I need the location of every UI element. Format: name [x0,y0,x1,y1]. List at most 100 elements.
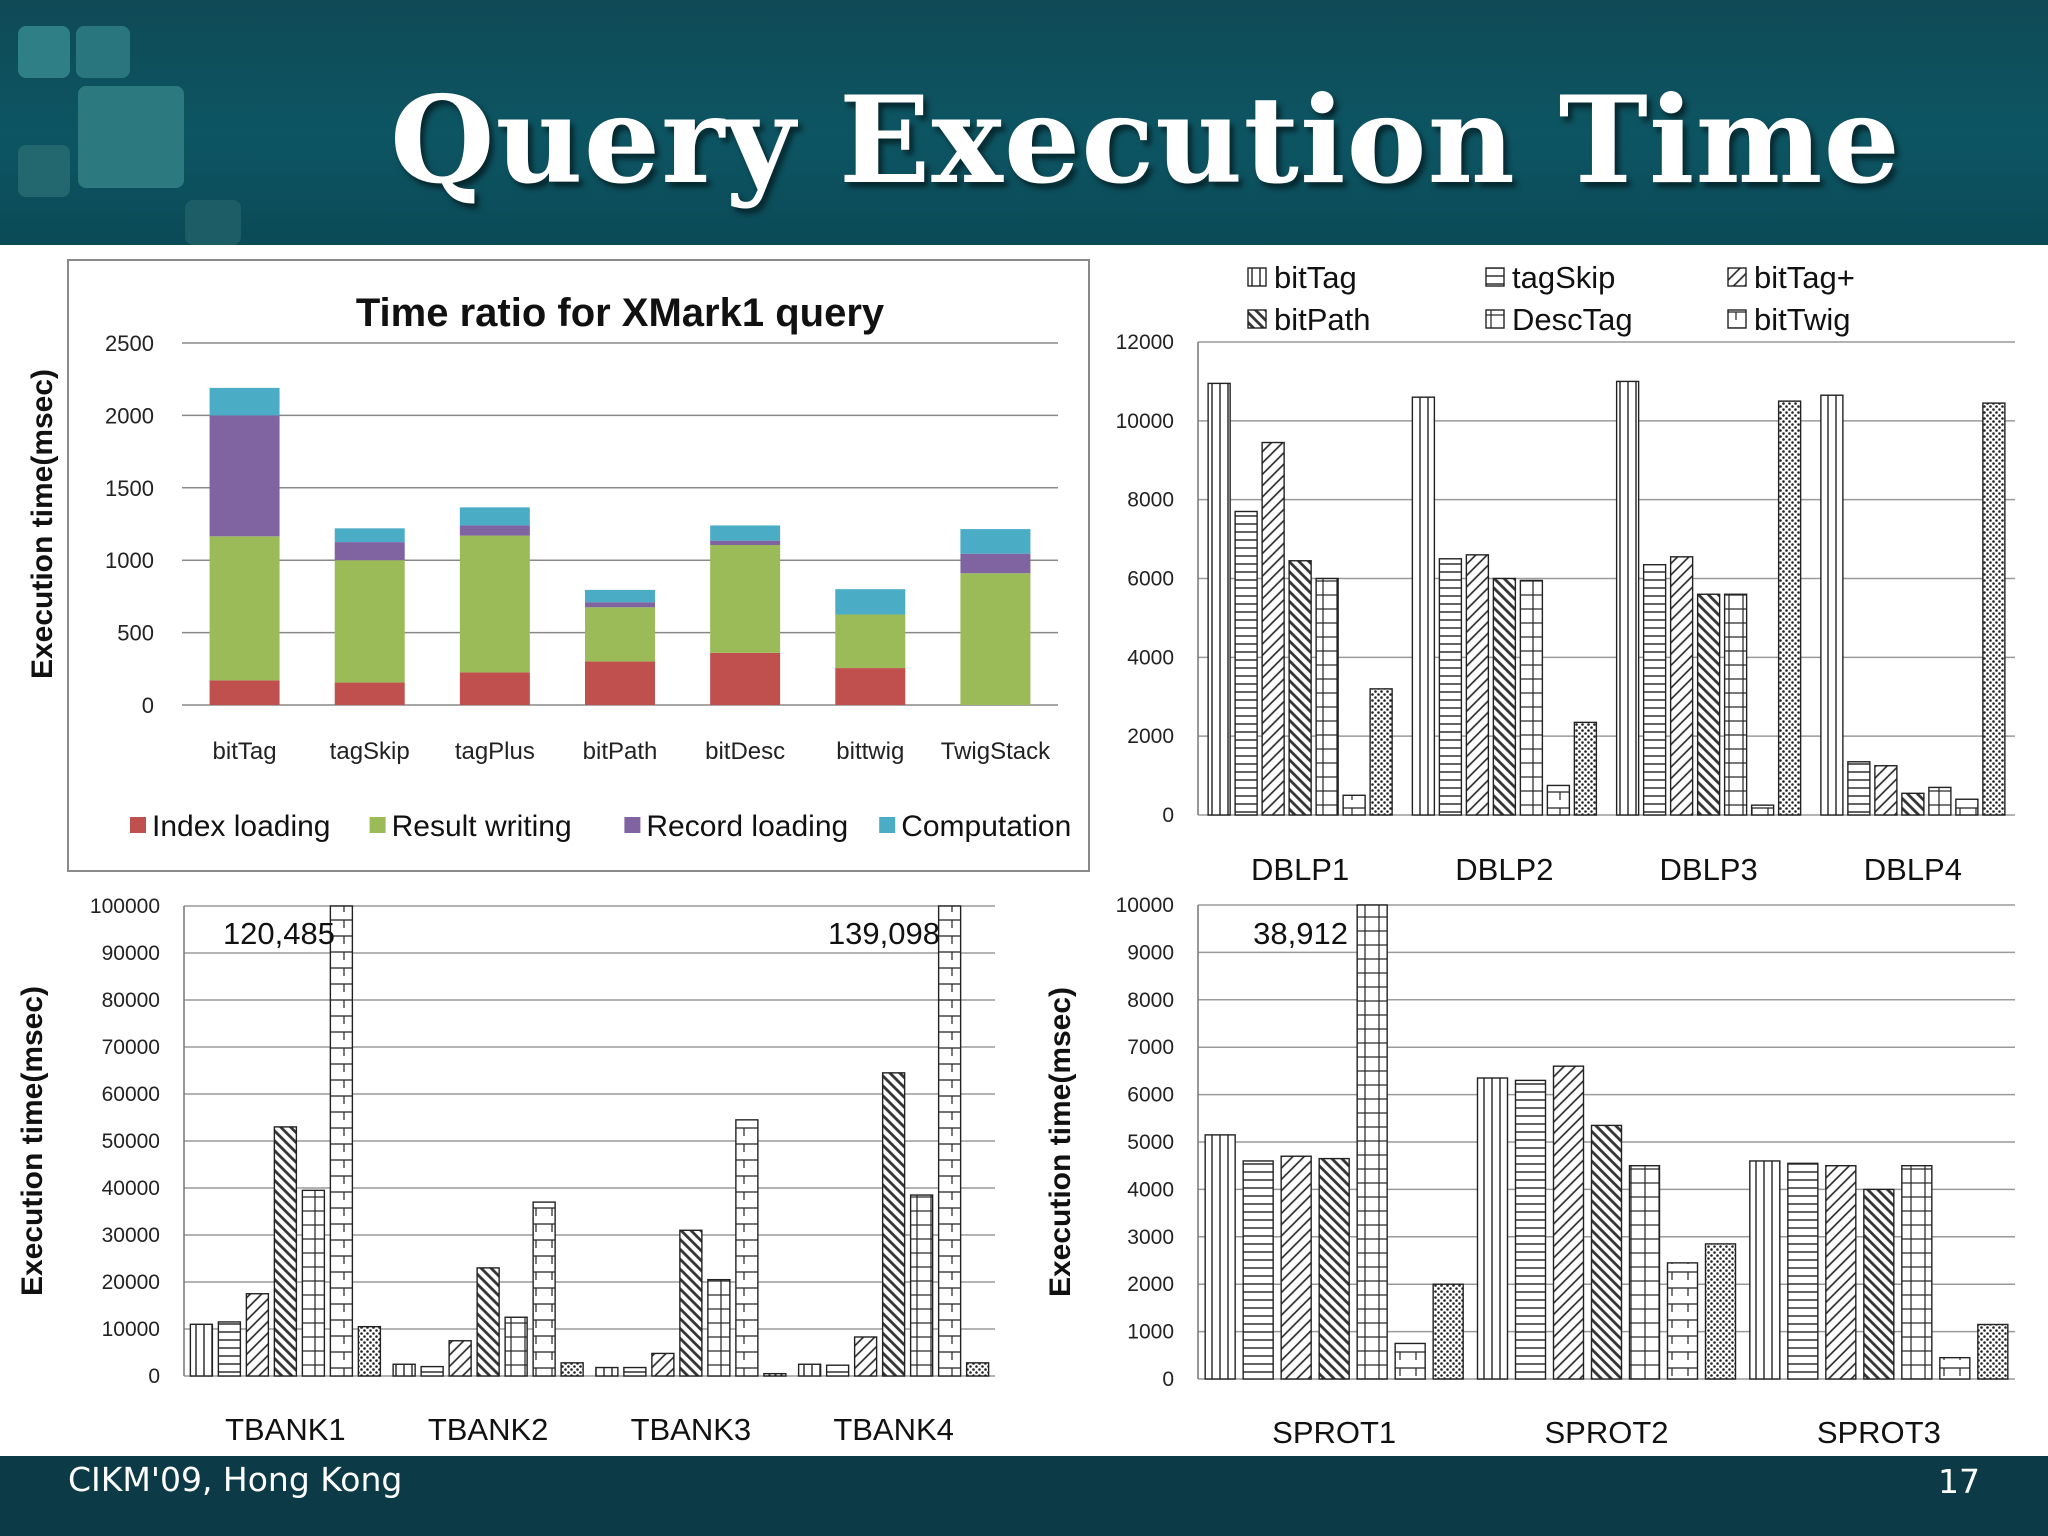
bar [1207,382,1231,816]
bar [1749,1160,1781,1380]
bar [1939,1356,1971,1380]
bar [476,1267,500,1377]
bar [532,1201,556,1377]
bar [651,1352,675,1377]
y-tick-label: 2000 [1127,725,1174,748]
y-tick-label: 0 [1162,804,1174,827]
ratio-chart: Time ratio for XMark1 query 0 500 1000 1500 2… [26,291,1071,843]
bar-segment [334,542,405,561]
y-tick-label: 10000 [1116,410,1174,433]
y-tick-label: 500 [117,621,154,646]
legend-label: bitTag [1274,260,1357,295]
bar [763,1372,787,1377]
y-tick-label: 6000 [1127,568,1174,591]
bar [1519,579,1544,816]
bar [1863,1188,1895,1380]
bar [1234,510,1258,816]
y-axis-label: Execution time(msec) [16,986,49,1296]
x-tick-label: bitDesc [705,738,785,765]
legend-swatch [1727,309,1747,329]
y-tick-label: 60000 [102,1083,160,1106]
bar [1432,1283,1464,1380]
y-tick-label: 10000 [1116,894,1174,917]
bar [301,1189,326,1377]
bar [1590,1124,1623,1380]
bar-segment [835,668,906,705]
bar-segment [710,652,781,705]
bar-segment [334,560,405,683]
bar [1928,786,1952,816]
legend-swatch [1485,309,1505,329]
y-tick-label: 7000 [1127,1036,1174,1059]
bar [679,1229,703,1377]
bar-segment [459,525,530,536]
x-tick-label: bitTag [213,738,277,765]
bar [1369,688,1393,816]
bar [1438,558,1463,816]
x-tick-label: SPROT1 [1272,1415,1396,1450]
bar-segment [459,535,530,673]
y-tick-label: 90000 [102,942,160,965]
slide-title: Query Execution Time [390,70,1901,211]
bar [1723,593,1748,816]
bar [1288,560,1312,816]
y-tick-label: 50000 [102,1130,160,1153]
bar [1280,1155,1312,1380]
legend-label: tagSkip [1512,260,1615,295]
x-tick-label: DBLP4 [1864,852,1962,887]
x-tick-label: TBANK2 [428,1412,549,1447]
bar [560,1362,584,1377]
bar-segment [835,589,906,615]
bar [1546,784,1571,816]
bar [357,1325,382,1377]
bar-segment [710,540,781,545]
bar [217,1321,242,1377]
y-tick-label: 1000 [105,548,154,573]
y-tick-label: 0 [142,693,154,718]
bar [1820,394,1844,816]
x-tick-label: TBANK1 [225,1412,346,1447]
legend-label: Record loading [646,810,848,843]
legend-swatch [130,817,146,833]
bar [1777,400,1802,816]
sprot-chart: 0 1000 2000 3000 4000 5000 6000 7000 8000 9000 100… [1044,894,2015,1450]
x-tick-label: DBLP3 [1660,852,1758,887]
y-axis-label: Execution time(msec) [1044,987,1077,1297]
bar [1825,1164,1857,1380]
x-tick-label: tagSkip [330,738,410,765]
chart-title: Time ratio for XMark1 query [356,291,885,335]
x-tick-label: TBANK3 [631,1412,752,1447]
bar-segment [334,682,405,705]
bar [1874,765,1898,816]
legend-label: Result writing [392,810,572,843]
bar-segment [960,573,1031,705]
title-banner: Query Execution Time [0,0,2048,245]
bar [1955,798,1979,816]
bar [1356,904,1388,1380]
bar [1696,593,1721,816]
y-tick-label: 10000 [102,1318,160,1341]
legend-label: Index loading [152,810,330,843]
charts-canvas: Time ratio for XMark1 query 0 500 1000 1500 2… [16,260,2015,1450]
bar [735,1119,759,1377]
legend-swatch [1247,309,1267,329]
legend-swatch [879,817,896,833]
decor-square [18,145,70,197]
x-tick-label: DBLP2 [1455,852,1553,887]
bar-segment [585,607,655,662]
legend-swatch [624,817,641,833]
bar-segment [209,536,280,681]
bar [329,905,354,1377]
footer-venue: CIKM'09, Hong Kong [68,1460,403,1499]
legend-swatch [369,817,386,833]
bar [392,1363,416,1377]
y-tick-label: 0 [1162,1368,1174,1391]
bar [623,1366,647,1377]
y-tick-label: 4000 [1127,646,1174,669]
y-tick-label: 100000 [90,895,160,918]
bar [1242,1160,1274,1380]
y-tick-label: 40000 [102,1177,160,1200]
bar [1573,721,1598,816]
x-tick-label: SPROT2 [1544,1415,1668,1450]
bar-segment [459,672,530,705]
